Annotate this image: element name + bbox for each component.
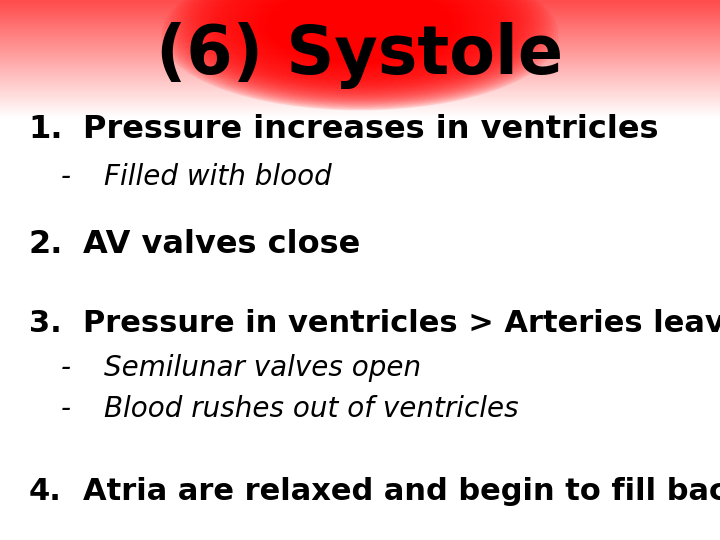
Ellipse shape xyxy=(182,0,538,102)
Ellipse shape xyxy=(171,0,549,106)
Ellipse shape xyxy=(192,0,528,99)
Ellipse shape xyxy=(168,0,552,107)
Text: Blood rushes out of ventricles: Blood rushes out of ventricles xyxy=(104,395,519,423)
Text: -: - xyxy=(61,354,71,382)
Text: -: - xyxy=(61,163,71,191)
Ellipse shape xyxy=(180,0,540,103)
Text: Semilunar valves open: Semilunar valves open xyxy=(104,354,421,382)
Text: (6) Systole: (6) Systole xyxy=(156,22,564,89)
Ellipse shape xyxy=(166,0,554,108)
Text: 1.: 1. xyxy=(29,114,63,145)
Ellipse shape xyxy=(189,0,531,99)
Ellipse shape xyxy=(162,0,558,110)
Text: Atria are relaxed and begin to fill back up: Atria are relaxed and begin to fill back… xyxy=(83,477,720,506)
Text: 3.: 3. xyxy=(29,309,61,339)
Ellipse shape xyxy=(184,0,536,101)
Ellipse shape xyxy=(164,0,556,109)
Ellipse shape xyxy=(186,0,534,100)
Text: 4.: 4. xyxy=(29,477,62,506)
Text: -: - xyxy=(61,395,71,423)
Ellipse shape xyxy=(178,0,542,104)
Text: Pressure increases in ventricles: Pressure increases in ventricles xyxy=(83,114,658,145)
Text: Filled with blood: Filled with blood xyxy=(104,163,332,191)
Text: 2.: 2. xyxy=(29,228,63,260)
Ellipse shape xyxy=(174,0,546,105)
Ellipse shape xyxy=(176,0,544,105)
Text: Pressure in ventricles > Arteries leaving heart: Pressure in ventricles > Arteries leavin… xyxy=(83,309,720,339)
Text: AV valves close: AV valves close xyxy=(83,228,360,260)
